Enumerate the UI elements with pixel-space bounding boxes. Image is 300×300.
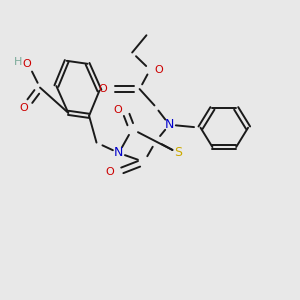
Text: O: O xyxy=(19,103,28,113)
Text: O: O xyxy=(98,84,107,94)
Text: N: N xyxy=(165,118,174,131)
Text: O: O xyxy=(154,65,163,75)
Text: O: O xyxy=(113,105,122,115)
Text: O: O xyxy=(22,59,31,69)
Text: N: N xyxy=(114,146,124,160)
Text: H: H xyxy=(14,57,22,67)
Text: O: O xyxy=(106,167,114,177)
Text: S: S xyxy=(174,146,182,160)
